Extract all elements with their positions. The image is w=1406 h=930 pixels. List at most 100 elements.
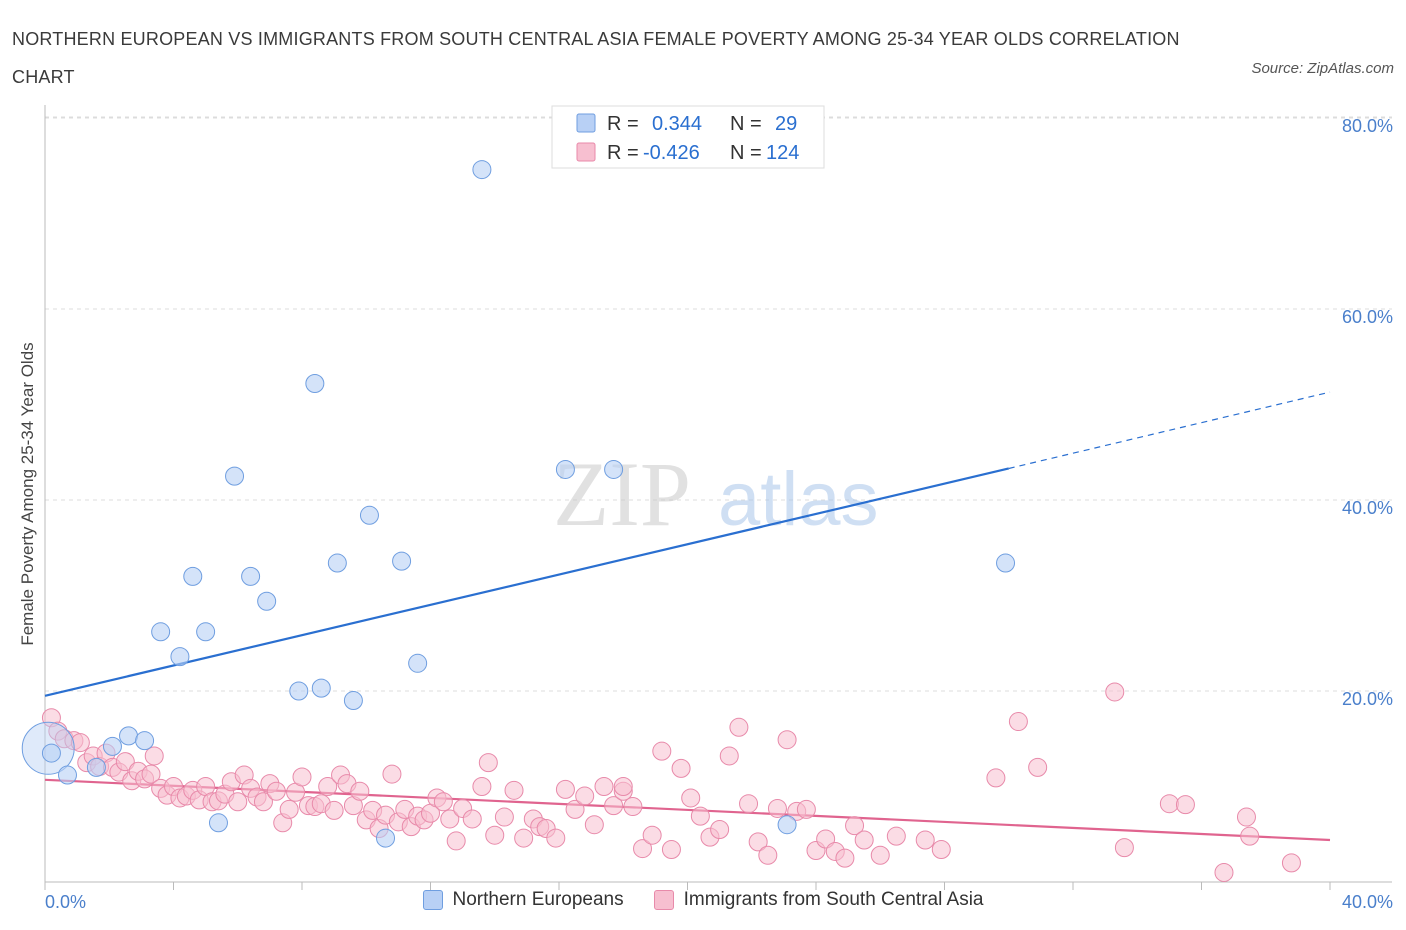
point-south-central-asia-66 bbox=[472, 777, 492, 796]
point-south-central-asia-106 bbox=[845, 816, 865, 836]
stats-n-label-blue: N = bbox=[730, 113, 762, 135]
point-south-central-asia-101 bbox=[796, 799, 816, 819]
point-south-central-asia-92 bbox=[710, 819, 730, 839]
point-south-central-asia-80 bbox=[594, 777, 614, 796]
y-tick-label-1: 40.0% bbox=[1342, 498, 1393, 518]
point-northern-europeans-28 bbox=[41, 743, 61, 763]
point-south-central-asia-79 bbox=[584, 815, 604, 835]
point-south-central-asia-119 bbox=[1214, 862, 1234, 882]
point-south-central-asia-113 bbox=[1008, 712, 1028, 732]
trend-line-northern-europeans-extension bbox=[1008, 391, 1331, 470]
point-south-central-asia-99 bbox=[777, 730, 797, 750]
point-south-central-asia-81 bbox=[604, 796, 624, 816]
y-tick-label-0: 20.0% bbox=[1342, 689, 1393, 709]
stats-legend: R = 0.344 N = 29 R = -0.426 N = 124 bbox=[551, 105, 825, 169]
stats-swatch-pink bbox=[576, 142, 596, 162]
point-south-central-asia-108 bbox=[870, 845, 890, 865]
point-south-central-asia-68 bbox=[485, 825, 505, 845]
point-northern-europeans-20 bbox=[376, 828, 396, 848]
point-northern-europeans-15 bbox=[305, 373, 325, 393]
point-south-central-asia-110 bbox=[915, 830, 935, 850]
point-south-central-asia-11 bbox=[115, 752, 135, 772]
stats-n-label-pink: N = bbox=[730, 142, 762, 164]
watermark-zip: ZIP bbox=[553, 443, 691, 545]
point-south-central-asia-37 bbox=[279, 799, 299, 819]
point-south-central-asia-97 bbox=[758, 845, 778, 865]
point-northern-europeans-3 bbox=[102, 736, 122, 756]
point-south-central-asia-83 bbox=[623, 797, 643, 817]
point-northern-europeans-25 bbox=[604, 459, 624, 479]
point-south-central-asia-77 bbox=[565, 799, 585, 819]
point-northern-europeans-7 bbox=[170, 647, 190, 667]
point-northern-europeans-19 bbox=[359, 505, 379, 525]
point-south-central-asia-67 bbox=[478, 753, 498, 773]
point-northern-europeans-4 bbox=[119, 726, 139, 746]
point-northern-europeans-17 bbox=[327, 553, 347, 573]
point-south-central-asia-98 bbox=[767, 798, 787, 818]
point-south-central-asia-109 bbox=[886, 826, 906, 846]
legend-item-south-central-asia[interactable]: Immigrants from South Central Asia bbox=[653, 889, 984, 911]
stats-n-value-pink: 124 bbox=[766, 142, 799, 164]
watermark: ZIP atlas bbox=[553, 443, 879, 545]
point-south-central-asia-76 bbox=[555, 779, 575, 799]
y-tick-label-2: 60.0% bbox=[1342, 307, 1393, 327]
trend-line-northern-europeans bbox=[44, 467, 1010, 697]
point-south-central-asia-84 bbox=[633, 839, 653, 859]
point-northern-europeans-13 bbox=[257, 591, 277, 611]
legend-swatch-pink bbox=[653, 890, 674, 910]
watermark-atlas: atlas bbox=[718, 457, 879, 542]
point-south-central-asia-118 bbox=[1175, 795, 1195, 815]
point-south-central-asia-86 bbox=[652, 741, 672, 761]
point-south-central-asia-16 bbox=[144, 746, 164, 766]
point-northern-europeans-26 bbox=[777, 815, 797, 835]
point-northern-europeans-27 bbox=[996, 553, 1016, 573]
source-label: Source: ZipAtlas.com bbox=[1251, 60, 1394, 77]
point-south-central-asia-85 bbox=[642, 825, 662, 845]
point-south-central-asia-117 bbox=[1159, 794, 1179, 814]
point-south-central-asia-111 bbox=[931, 840, 951, 860]
point-south-central-asia-87 bbox=[661, 840, 681, 860]
point-south-central-asia-75 bbox=[546, 828, 566, 848]
point-south-central-asia-122 bbox=[1281, 853, 1301, 873]
point-south-central-asia-89 bbox=[681, 788, 701, 808]
point-south-central-asia-78 bbox=[575, 786, 595, 806]
point-northern-europeans-23 bbox=[472, 160, 492, 180]
point-northern-europeans-2 bbox=[86, 757, 106, 777]
point-south-central-asia-120 bbox=[1236, 807, 1256, 827]
y-axis-label: Female Poverty Among 25-34 Year Olds bbox=[18, 342, 37, 645]
x-tick-label-min: 0.0% bbox=[45, 892, 86, 912]
point-south-central-asia-61 bbox=[433, 792, 453, 812]
series-south-central-asia-points bbox=[41, 682, 1301, 882]
point-northern-europeans-21 bbox=[392, 551, 412, 571]
point-south-central-asia-88 bbox=[671, 758, 691, 778]
stats-r-label-pink: R = bbox=[607, 142, 639, 164]
point-south-central-asia-105 bbox=[835, 848, 855, 868]
chart-title: NORTHERN EUROPEAN VS IMMIGRANTS FROM SOU… bbox=[12, 29, 1180, 87]
point-south-central-asia-71 bbox=[514, 828, 534, 848]
point-south-central-asia-115 bbox=[1105, 682, 1125, 702]
point-northern-europeans-18 bbox=[343, 691, 363, 711]
point-south-central-asia-29 bbox=[228, 792, 248, 812]
y-tick-label-3: 80.0% bbox=[1342, 116, 1393, 136]
legend-label-northern-europeans: Northern Europeans bbox=[452, 889, 624, 910]
point-south-central-asia-123 bbox=[613, 777, 633, 796]
point-northern-europeans-10 bbox=[208, 813, 228, 833]
stats-r-value-blue: 0.344 bbox=[652, 113, 702, 135]
point-south-central-asia-69 bbox=[494, 807, 514, 827]
stats-n-value-blue: 29 bbox=[775, 113, 797, 135]
point-south-central-asia-48 bbox=[350, 781, 370, 801]
stats-r-value-pink: -0.426 bbox=[643, 142, 700, 164]
series-legend: Northern Europeans Immigrants from South… bbox=[0, 889, 1406, 911]
point-south-central-asia-121 bbox=[1240, 826, 1260, 846]
gridlines bbox=[45, 116, 1392, 692]
stats-swatch-blue bbox=[576, 113, 596, 133]
legend-label-south-central-asia: Immigrants from South Central Asia bbox=[683, 889, 984, 910]
point-south-central-asia-70 bbox=[504, 780, 524, 800]
point-south-central-asia-4 bbox=[70, 733, 90, 753]
point-south-central-asia-112 bbox=[986, 768, 1006, 788]
point-northern-europeans-12 bbox=[241, 566, 261, 586]
point-south-central-asia-15 bbox=[141, 764, 161, 784]
point-northern-europeans-16 bbox=[311, 678, 331, 698]
legend-item-northern-europeans[interactable]: Northern Europeans bbox=[422, 889, 624, 911]
